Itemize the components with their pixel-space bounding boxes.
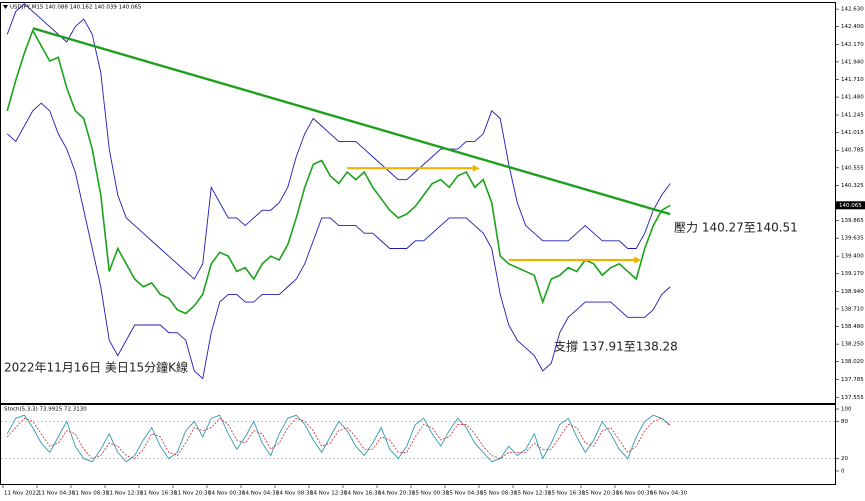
y-tick-label: 140.325: [841, 183, 864, 189]
y-tick-label: 20: [841, 456, 848, 462]
y-tick-label: 141.480: [841, 95, 864, 101]
series-line: [6, 414, 671, 463]
x-tick-label: 15 Nov 20:30: [582, 491, 620, 497]
y-tick-label: 140.555: [841, 165, 864, 171]
x-tick-label: 15 Nov 12:30: [514, 491, 552, 497]
x-tick-label: 14 Nov 00:30: [208, 491, 246, 497]
last-price-label: 140.065: [839, 203, 862, 209]
x-tick-label: 14 Nov 04:30: [242, 491, 280, 497]
x-tick-label: 14 Nov 08:30: [276, 491, 314, 497]
y-tick-label: 137.785: [841, 377, 864, 383]
x-tick-label: 15 Nov 04:30: [446, 491, 484, 497]
y-tick-label: 138.710: [841, 306, 864, 312]
x-tick-label: 11 Nov 12:30: [106, 491, 144, 497]
y-tick-label: 80: [841, 419, 848, 425]
y-tick-label: 137.555: [841, 395, 864, 401]
y-tick-label: 138.940: [841, 289, 864, 295]
y-tick-label: 138.020: [841, 359, 864, 365]
y-tick-label: 142.400: [841, 24, 864, 30]
x-tick-label: 11 Nov 20:30: [174, 491, 212, 497]
series-line: [6, 3, 671, 280]
last-price-box: [836, 201, 865, 210]
arrow-head: [634, 256, 642, 264]
x-tick-label: 16 Nov 00:30: [616, 491, 654, 497]
x-tick-label: 15 Nov 16:30: [548, 491, 586, 497]
y-tick-label: 141.015: [841, 130, 864, 136]
x-tick-label: 11 Nov 2022: [4, 491, 39, 497]
y-tick-label: 141.245: [841, 113, 864, 119]
series-line: [6, 102, 671, 380]
x-tick-label: 16 Nov 04:30: [650, 491, 688, 497]
y-tick-label: 100: [841, 407, 852, 413]
trend-line: [32, 27, 671, 216]
y-tick-label: 140.785: [841, 148, 864, 154]
x-tick-label: 15 Nov 08:30: [480, 491, 518, 497]
resistance-note: 壓力 140.27至140.51: [674, 221, 798, 235]
x-tick-label: 14 Nov 12:30: [310, 491, 348, 497]
y-tick-label: 142.630: [841, 7, 864, 13]
series-line: [6, 417, 671, 460]
stoch-frame: [0, 404, 836, 485]
arrow-head: [472, 164, 480, 172]
y-tick-label: 0: [841, 469, 845, 475]
y-tick-label: 139.635: [841, 236, 864, 242]
x-tick-label: 14 Nov 20:30: [378, 491, 416, 497]
x-tick-label: 11 Nov 16:30: [140, 491, 178, 497]
x-tick-label: 14 Nov 16:30: [344, 491, 382, 497]
chart-caption: 2022年11月16日 美日15分鐘K線: [4, 360, 188, 375]
x-tick-label: 15 Nov 00:30: [412, 491, 450, 497]
y-tick-label: 138.250: [841, 342, 864, 348]
support-note: 支撐 137.91至138.28: [554, 340, 678, 354]
x-tick-label: 11 Nov 08:30: [72, 491, 110, 497]
y-tick-label: 142.170: [841, 42, 864, 48]
stoch-title: Stoch(5,3,3) 73.9925 72.3130: [4, 407, 87, 413]
series-line: [6, 28, 671, 315]
x-tick-label: 11 Nov 04:30: [38, 491, 76, 497]
y-tick-label: 139.865: [841, 218, 864, 224]
y-tick-label: 139.170: [841, 271, 864, 277]
y-tick-label: 141.710: [841, 77, 864, 83]
y-tick-label: 139.400: [841, 254, 864, 260]
y-tick-label: 141.940: [841, 59, 864, 65]
title-icon: [3, 5, 8, 9]
y-tick-label: 138.480: [841, 324, 864, 330]
chart-title: USDJPY,M15 140.088 140.162 140.039 140.0…: [10, 5, 142, 11]
